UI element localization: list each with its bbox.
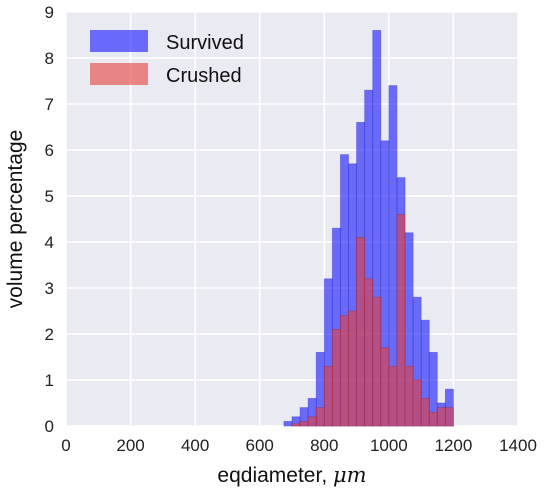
y-tick-label: 5 — [45, 187, 54, 206]
bar-crushed — [323, 365, 333, 427]
bar-crushed — [291, 423, 301, 427]
x-tick-label: 1400 — [499, 436, 537, 455]
x-tick-label: 400 — [181, 436, 209, 455]
bar-crushed — [412, 379, 422, 427]
bar-crushed — [356, 236, 366, 427]
bar-crushed — [388, 365, 398, 427]
x-tick-label: 1200 — [435, 436, 473, 455]
y-tick-labels: 0 1 2 3 4 5 6 7 8 9 — [45, 3, 54, 436]
bar-crushed — [340, 315, 349, 427]
legend-swatch-survived — [90, 30, 148, 52]
gridlines — [65, 11, 519, 427]
y-tick-label: 7 — [45, 95, 54, 114]
y-tick-label: 6 — [45, 141, 54, 160]
x-tick-label: 0 — [61, 436, 70, 455]
y-axis-label: volume percentage — [4, 130, 27, 309]
x-tick-label: 600 — [246, 436, 274, 455]
bar-crushed — [348, 310, 357, 427]
y-tick-label: 3 — [45, 279, 54, 298]
bar-crushed — [420, 397, 430, 427]
bar-crushed — [307, 416, 317, 427]
x-tick-label: 1000 — [370, 436, 408, 455]
bar-crushed — [396, 213, 406, 427]
x-tick-labels: 0 200 400 600 800 1000 1200 1400 — [61, 436, 537, 455]
y-tick-label: 9 — [45, 3, 54, 22]
y-tick-label: 0 — [45, 417, 54, 436]
bar-crushed — [315, 407, 325, 427]
bar-crushed — [404, 365, 414, 427]
y-tick-label: 8 — [45, 49, 54, 68]
x-tick-label: 200 — [116, 436, 144, 455]
bars — [283, 29, 454, 427]
y-tick-label: 2 — [45, 325, 54, 344]
bar-survived — [283, 420, 293, 427]
y-tick-label: 4 — [45, 233, 54, 252]
legend-swatch-crushed — [90, 63, 148, 85]
legend-label-survived: Survived — [166, 32, 244, 54]
bar-crushed — [299, 420, 309, 427]
bar-crushed — [428, 411, 438, 427]
bar-crushed — [364, 278, 374, 427]
y-tick-label: 1 — [45, 371, 54, 390]
legend-label-crushed: Crushed — [166, 65, 242, 87]
bar-crushed — [380, 347, 390, 427]
x-axis-label: eqdiameter, μm — [217, 463, 366, 487]
x-tick-label: 800 — [310, 436, 338, 455]
bar-crushed — [372, 296, 382, 427]
bar-crushed — [444, 407, 454, 427]
bar-crushed — [331, 328, 341, 427]
legend: Survived Crushed — [90, 30, 244, 87]
bar-crushed — [436, 407, 446, 427]
